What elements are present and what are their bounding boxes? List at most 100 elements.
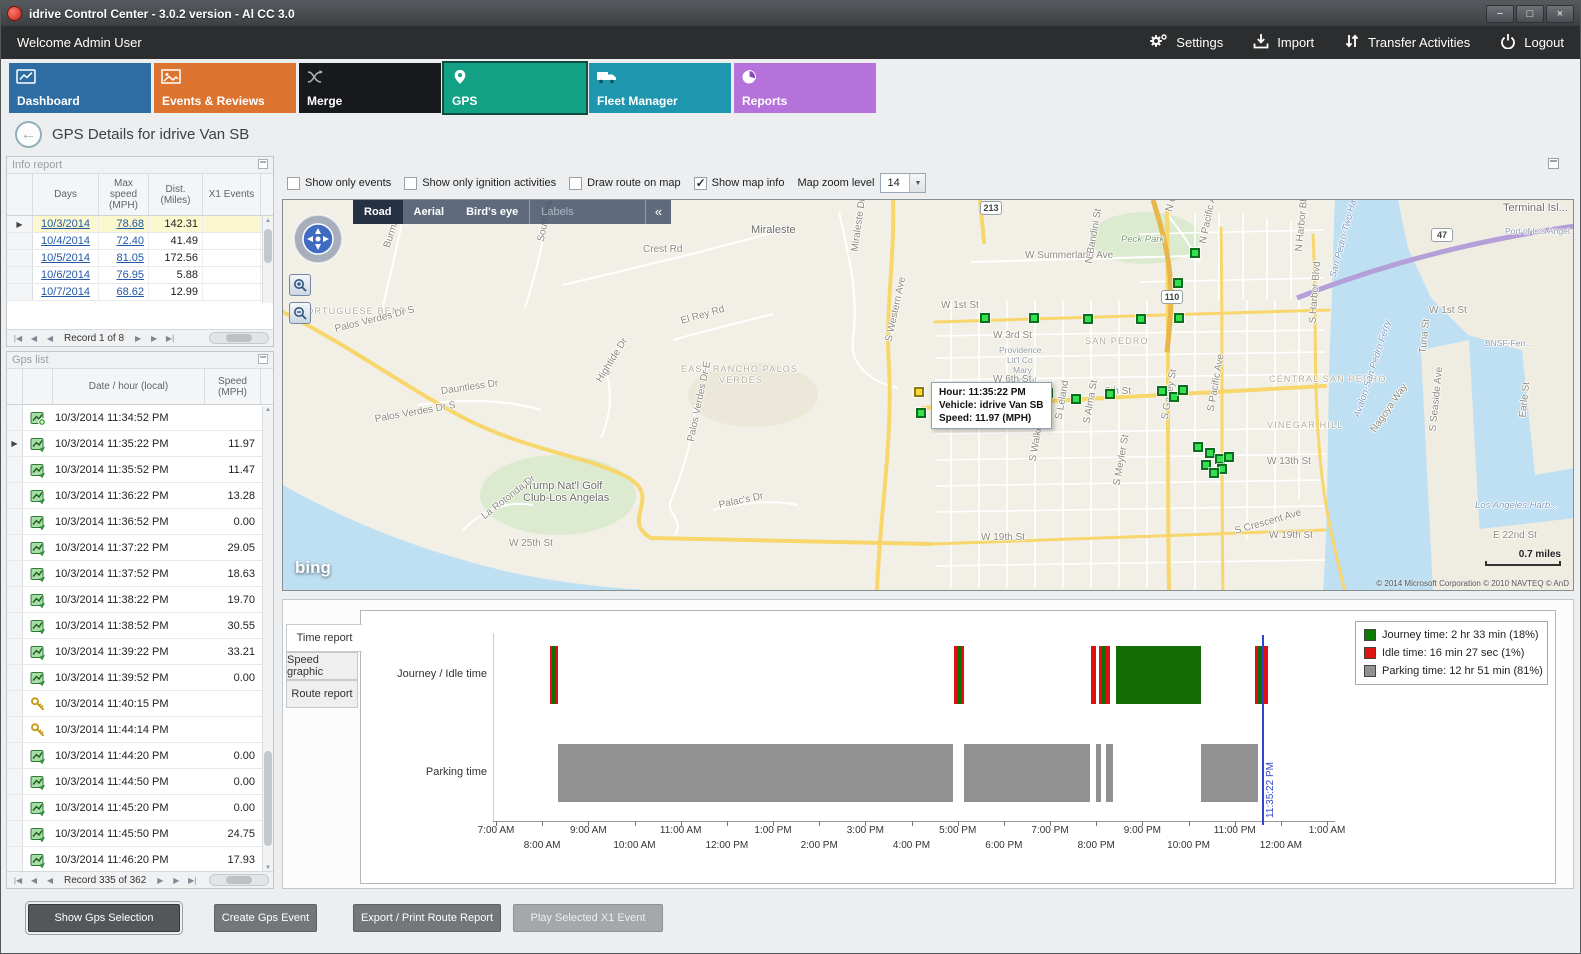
days-link[interactable]: 10/3/2014 [33, 216, 99, 232]
max-speed-link[interactable]: 78.68 [99, 216, 149, 232]
scroll-up-icon[interactable]: ▲ [265, 407, 271, 413]
pager-g-nextp-button[interactable] [147, 331, 161, 346]
tab-gps[interactable]: GPS [442, 61, 588, 115]
gps-marker[interactable] [1201, 460, 1211, 470]
pager-g-last-button[interactable] [185, 873, 199, 888]
pager-g-prev-button[interactable] [43, 873, 57, 888]
gps-marker[interactable] [916, 408, 926, 418]
days-link[interactable]: 10/4/2014 [33, 233, 99, 249]
gps-marker[interactable] [1205, 448, 1215, 458]
info-row[interactable]: 10/7/2014 68.62 12.99 [7, 284, 273, 301]
info-report-scrollbar[interactable]: ▲ [262, 217, 273, 303]
pager-g-nextp-button[interactable] [169, 873, 183, 888]
map-view-tab-aerial[interactable]: Aerial [413, 206, 445, 218]
gps-row[interactable]: 10/3/2014 11:37:22 PM 29.05 [7, 535, 273, 561]
map-compass-control[interactable] [291, 212, 345, 271]
pager-g-next-button[interactable] [131, 331, 145, 346]
pager-scrollbar[interactable] [209, 874, 269, 886]
maximize-button[interactable]: □ [1516, 4, 1544, 23]
pager-scrollbar[interactable] [209, 332, 269, 344]
gps-column-header[interactable] [23, 369, 53, 404]
gps-row[interactable]: 10/3/2014 11:46:20 PM 17.93 [7, 847, 273, 873]
scroll-thumb[interactable] [264, 229, 272, 263]
gps-row[interactable]: 10/3/2014 11:36:22 PM 13.28 [7, 483, 273, 509]
pager-g-next-button[interactable] [153, 873, 167, 888]
gps-marker[interactable] [1190, 248, 1200, 258]
days-link[interactable]: 10/6/2014 [33, 267, 99, 283]
scroll-thumb[interactable] [264, 751, 272, 846]
transfer-activities-button[interactable]: Transfer Activities [1344, 33, 1470, 52]
checkbox-show-only-ignition-activities[interactable]: Show only ignition activities [404, 176, 556, 190]
pager-g-prev-button[interactable] [43, 331, 57, 346]
info-row[interactable]: ▶ 10/3/2014 78.68 142.31 [7, 216, 273, 233]
minimize-button[interactable]: − [1486, 4, 1514, 23]
info-column-header[interactable]: Days [33, 174, 99, 215]
tab-dashboard[interactable]: Dashboard [9, 63, 151, 113]
map-canvas[interactable]: Road Aerial Bird's eye Labels « Miraleste Pec… [282, 199, 1574, 591]
expand-icon[interactable] [258, 159, 268, 169]
gps-marker[interactable] [1136, 314, 1146, 324]
gps-marker[interactable] [1193, 442, 1203, 452]
gps-row[interactable]: 10/3/2014 11:39:52 PM 0.00 [7, 665, 273, 691]
scroll-down-icon[interactable]: ▼ [265, 865, 271, 871]
pager-g-prevp-button[interactable] [27, 331, 41, 346]
gps-marker[interactable] [1029, 313, 1039, 323]
gps-list-scrollbar[interactable]: ▲ ▼ [262, 406, 273, 873]
gps-row[interactable]: 10/3/2014 11:45:20 PM 0.00 [7, 795, 273, 821]
max-speed-link[interactable]: 72.40 [99, 233, 149, 249]
tab-merge[interactable]: Merge [299, 63, 441, 113]
info-column-header[interactable]: Max speed (MPH) [99, 174, 149, 215]
map-view-tab-birdseye[interactable]: Bird's eye [466, 206, 519, 218]
info-row[interactable]: 10/5/2014 81.05 172.56 [7, 250, 273, 267]
max-speed-link[interactable]: 76.95 [99, 267, 149, 283]
gps-marker[interactable] [1209, 468, 1219, 478]
play-selected-x1-event-button[interactable]: Play Selected X1 Event [513, 904, 663, 932]
zoom-out-button[interactable] [289, 302, 311, 324]
back-button[interactable]: ← [15, 121, 42, 148]
pager-g-prevp-button[interactable] [27, 873, 41, 888]
gps-row[interactable]: 10/3/2014 11:35:52 PM 11.47 [7, 457, 273, 483]
gps-marker[interactable] [1169, 392, 1179, 402]
map-view-tab-labels[interactable]: Labels [529, 200, 584, 224]
checkbox-draw-route-on-map[interactable]: Draw route on map [569, 176, 681, 190]
settings-button[interactable]: Settings [1148, 33, 1223, 52]
map-bar-collapse-button[interactable]: « [645, 200, 671, 224]
days-link[interactable]: 10/5/2014 [33, 250, 99, 266]
expand-icon[interactable] [258, 354, 268, 364]
info-column-header[interactable]: Dist. (Miles) [149, 174, 203, 215]
map-view-tab-road[interactable]: Road [353, 200, 403, 224]
pager-g-first-button[interactable] [11, 331, 25, 346]
close-button[interactable]: × [1546, 4, 1574, 23]
map-zoom-select[interactable]: 14 [880, 173, 927, 193]
max-speed-link[interactable]: 68.62 [99, 284, 149, 300]
gps-marker[interactable] [1174, 313, 1184, 323]
checkbox-show-only-events[interactable]: Show only events [287, 176, 391, 190]
gps-row[interactable]: 10/3/2014 11:44:14 PM [7, 717, 273, 743]
gps-row[interactable]: 10/3/2014 11:39:22 PM 33.21 [7, 639, 273, 665]
gps-row[interactable]: 10/3/2014 11:44:20 PM 0.00 [7, 743, 273, 769]
pager-g-last-button[interactable] [163, 331, 177, 346]
info-row[interactable]: 10/6/2014 76.95 5.88 [7, 267, 273, 284]
gps-column-header[interactable]: Date / hour (local) [53, 369, 205, 404]
gps-marker[interactable] [1224, 452, 1234, 462]
gps-row[interactable]: 10/3/2014 11:38:52 PM 30.55 [7, 613, 273, 639]
gps-row[interactable]: 10/3/2014 11:34:52 PM [7, 405, 273, 431]
info-column-header[interactable] [7, 174, 33, 215]
gps-row[interactable]: 10/3/2014 11:40:15 PM [7, 691, 273, 717]
show-gps-selection-button[interactable]: Show Gps Selection [25, 901, 183, 935]
checkbox-show-map-info[interactable]: Show map info [693, 176, 784, 190]
info-column-header[interactable]: X1 Events [203, 174, 261, 215]
max-speed-link[interactable]: 81.05 [99, 250, 149, 266]
gps-marker[interactable] [914, 387, 924, 397]
export-print-route-report-button[interactable]: Export / Print Route Report [353, 904, 501, 932]
gps-row[interactable]: 10/3/2014 11:38:22 PM 19.70 [7, 587, 273, 613]
gps-marker[interactable] [1173, 278, 1183, 288]
gps-column-header[interactable] [7, 369, 23, 404]
gps-row[interactable]: 10/3/2014 11:45:50 PM 24.75 [7, 821, 273, 847]
gps-marker[interactable] [1178, 385, 1188, 395]
tab-events-reviews[interactable]: Events & Reviews [154, 63, 296, 113]
import-button[interactable]: Import [1253, 33, 1314, 52]
logout-button[interactable]: Logout [1500, 33, 1564, 52]
pager-g-first-button[interactable] [11, 873, 25, 888]
gps-marker[interactable] [1157, 386, 1167, 396]
